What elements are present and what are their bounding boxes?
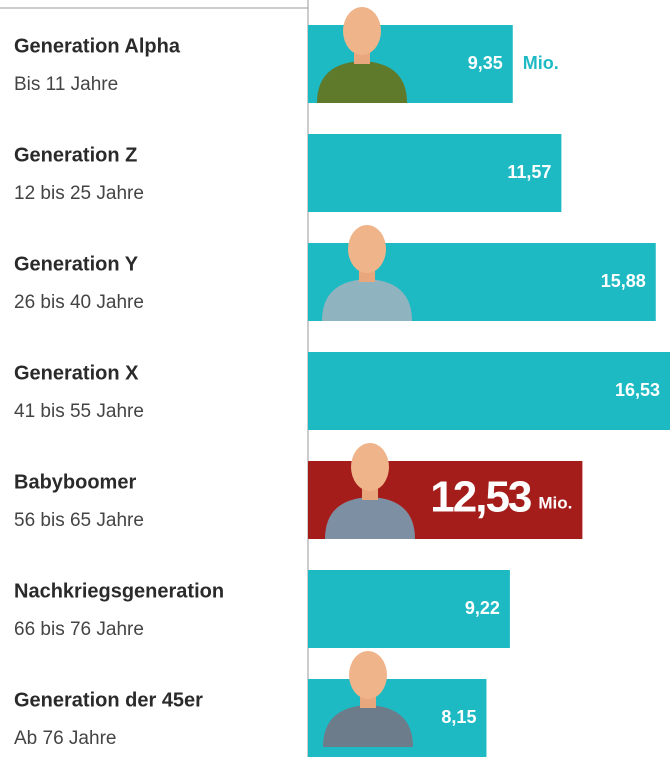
person-head [349,651,387,699]
bar [308,570,510,648]
person-head [348,225,386,273]
value-label: 8,15 [441,707,476,727]
category-label: Generation der 45er [14,689,203,711]
category-sublabel: 56 bis 65 Jahre [14,510,144,531]
person-head [343,7,381,55]
category-sublabel: 26 bis 40 Jahre [14,292,144,313]
value-label: 16,53 [615,380,660,400]
bar [308,352,670,430]
category-label: Generation Y [14,253,139,275]
category-sublabel: 66 bis 76 Jahre [14,619,144,640]
value-label: 9,22 [465,598,500,618]
person-icon [322,225,412,321]
person-head [351,443,389,491]
category-label: Generation X [14,362,139,384]
unit-label: Mio. [523,53,559,73]
category-label: Generation Alpha [14,35,181,57]
value-label: 12,53 [430,473,531,522]
category-sublabel: Ab 76 Jahre [14,728,116,749]
category-sublabel: 41 bis 55 Jahre [14,401,144,422]
category-label: Babyboomer [14,471,136,493]
unit-label: Mio. [538,493,572,512]
person-body [325,497,415,539]
category-label: Nachkriegsgeneration [14,580,224,602]
person-body [323,705,413,747]
person-body [322,279,412,321]
person-icon [317,7,407,103]
category-label: Generation Z [14,144,137,166]
value-label: 15,88 [601,271,646,291]
person-icon [325,443,415,539]
value-label: 9,35 [468,53,503,73]
value-label: 11,57 [507,162,551,182]
bar [308,134,562,212]
person-body [317,61,407,103]
person-icon [323,651,413,747]
category-sublabel: Bis 11 Jahre [14,74,118,95]
category-sublabel: 12 bis 25 Jahre [14,183,144,204]
